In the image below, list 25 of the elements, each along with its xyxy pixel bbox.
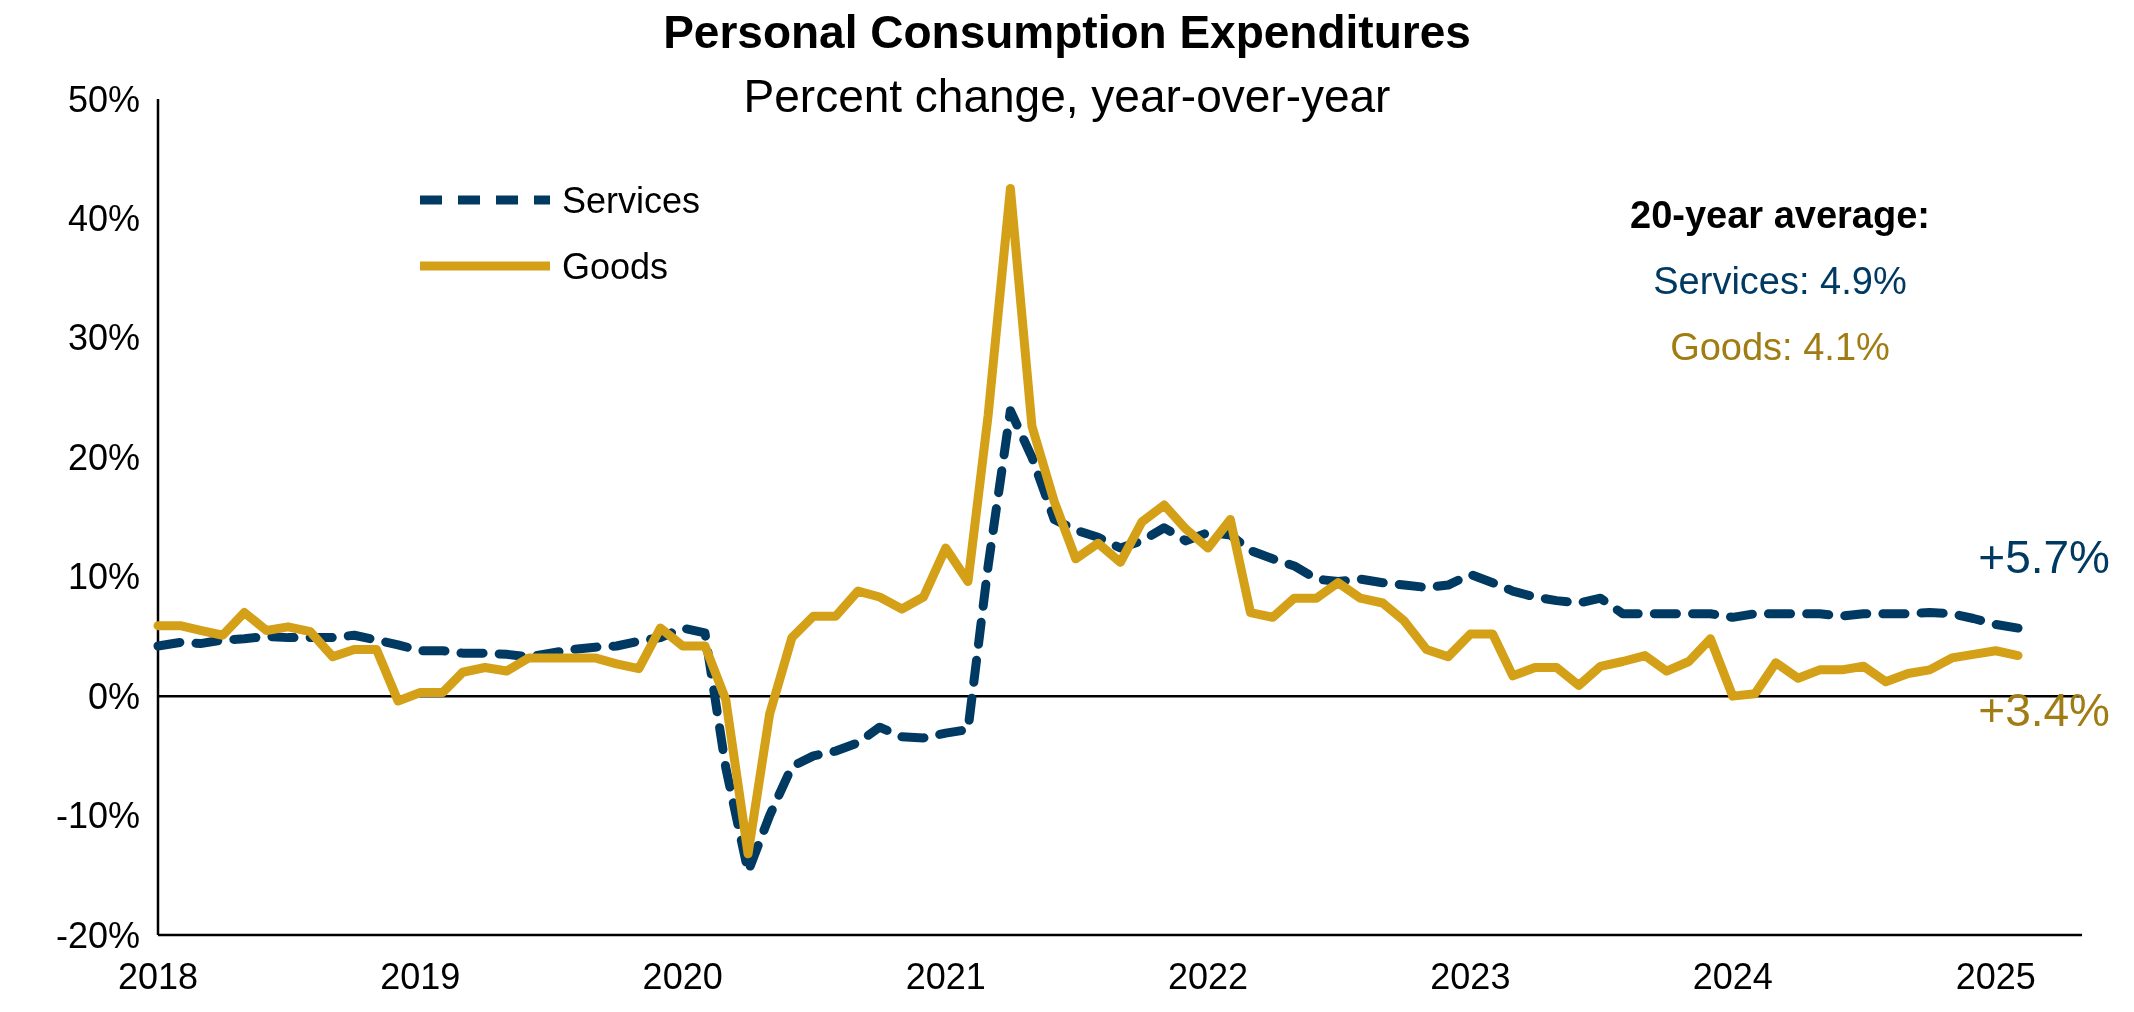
y-tick-label: 10%	[67, 556, 140, 598]
y-tick-label: -10%	[55, 795, 140, 837]
x-tick-label: 2019	[380, 956, 461, 997]
x-tick-label: 2025	[1955, 956, 2036, 997]
x-tick-label: 2023	[1430, 956, 1511, 997]
chart-subtitle: Percent change, year-over-year	[743, 70, 1391, 122]
y-tick-label: 50%	[67, 78, 140, 120]
legend-label: Goods	[562, 245, 669, 287]
annotation: Goods: 4.1%	[1670, 326, 1890, 368]
x-tick-label: 2022	[1168, 956, 1249, 997]
y-tick-label: 30%	[67, 317, 140, 359]
chart-title: Personal Consumption Expenditures	[663, 6, 1471, 58]
annotation: Services: 4.9%	[1653, 260, 1907, 302]
y-tick-label: -20%	[55, 914, 140, 956]
y-tick-label: 20%	[67, 436, 140, 478]
x-tick-label: 2018	[117, 956, 199, 997]
y-tick-label: 0%	[87, 675, 140, 717]
x-tick-label: 2020	[642, 956, 723, 997]
annotation: +3.4%	[1978, 683, 2110, 736]
x-tick-label: 2024	[1692, 956, 1773, 997]
x-tick-label: 2021	[905, 956, 986, 997]
y-tick-label: 40%	[67, 198, 140, 240]
annotation: +5.7%	[1978, 531, 2110, 584]
annotation: 20-year average:	[1630, 194, 1930, 236]
legend-label: Services	[562, 179, 701, 221]
